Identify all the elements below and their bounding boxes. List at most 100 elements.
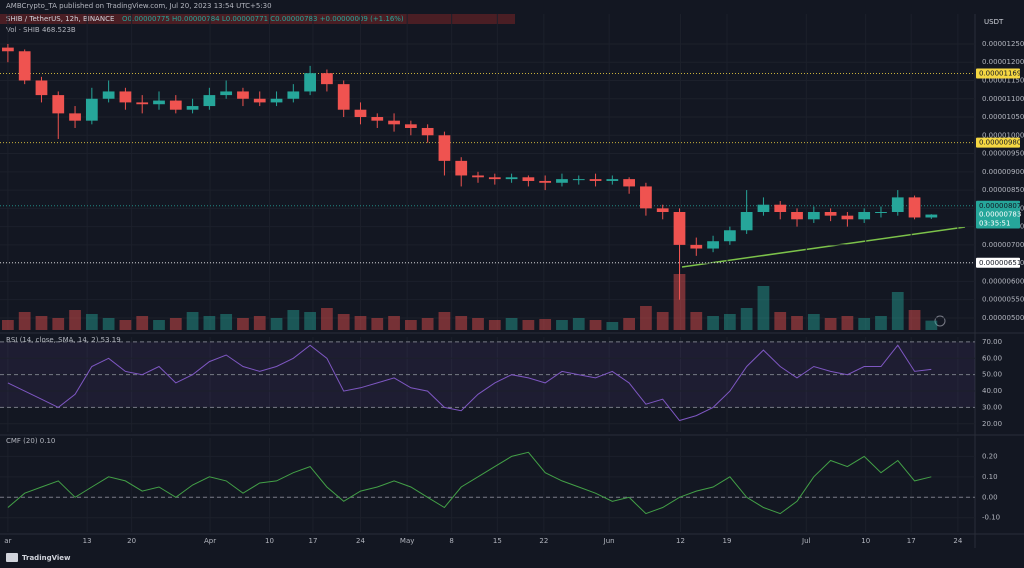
- candle-body: [371, 117, 384, 121]
- y-tick-label: 20.00: [982, 420, 1002, 428]
- candle-body: [85, 98, 98, 121]
- candle-body: [169, 100, 182, 110]
- indicator-title: CMF (20) 0.10: [6, 437, 55, 445]
- candle-body: [640, 186, 652, 209]
- x-tick-label: 10: [861, 537, 870, 545]
- volume-bar: [237, 318, 249, 330]
- volume-bar: [136, 316, 149, 330]
- ohlc: O0.00000775 H0.00000784 L0.00000771 C0.0…: [122, 15, 404, 23]
- candle-body: [102, 91, 115, 99]
- candle-body: [774, 204, 787, 213]
- candle-body: [723, 230, 736, 242]
- indicator-line: [7, 451, 932, 515]
- candle-body: [690, 244, 703, 249]
- y-tick-label: 0.00001200: [982, 58, 1024, 66]
- candle-body: [807, 212, 820, 220]
- volume-bar: [337, 314, 350, 330]
- volume-bar: [354, 316, 367, 330]
- x-tick-label: 8: [449, 537, 453, 545]
- volume-bar: [740, 308, 753, 330]
- y-tick-label: 0.00000500: [982, 314, 1024, 322]
- x-tick-label: Jun: [603, 537, 615, 545]
- y-tick-label: 60.00: [982, 354, 1002, 362]
- x-tick-label: 17: [309, 537, 318, 545]
- currency: USDT: [984, 18, 1004, 26]
- volume-bar: [35, 316, 48, 330]
- y-tick-label: 0.00001150: [982, 76, 1024, 84]
- candle-body: [505, 177, 518, 180]
- volume-bar: [421, 318, 434, 330]
- x-tick-label: 15: [493, 537, 502, 545]
- trend-line: [681, 226, 966, 268]
- price-label: 0.00000783: [979, 211, 1021, 219]
- candle-body: [119, 91, 132, 103]
- volume-bar: [791, 316, 803, 330]
- candle-body: [522, 177, 535, 181]
- volume-legend: Vol · SHIB 468.523B: [6, 26, 76, 34]
- x-tick-label: May: [400, 537, 414, 545]
- candle-body: [237, 91, 249, 99]
- volume-bar: [505, 318, 518, 330]
- volume-bar: [321, 308, 333, 330]
- candle-body: [589, 179, 602, 181]
- x-tick-label: 20: [127, 537, 136, 545]
- candle-body: [488, 177, 501, 180]
- volume-bar: [539, 319, 552, 330]
- tradingview-logo: [6, 553, 18, 562]
- x-tick-label: Apr: [204, 537, 216, 545]
- volume-bar: [925, 320, 938, 330]
- candle-body: [404, 124, 417, 128]
- candle-body: [253, 98, 266, 103]
- volume-bar: [723, 314, 736, 330]
- y-tick-label: 0.00: [982, 493, 998, 501]
- x-tick-label: 24: [356, 537, 365, 545]
- candle-body: [623, 179, 636, 187]
- y-tick-label: 0.00000550: [982, 296, 1024, 304]
- candle-body: [875, 212, 887, 214]
- x-tick-label: 19: [723, 537, 732, 545]
- candle-body: [337, 84, 350, 110]
- volume-bar: [85, 314, 98, 330]
- y-tick-label: 0.00001000: [982, 131, 1024, 139]
- volume-bar: [875, 316, 887, 330]
- volume-bar: [623, 318, 636, 330]
- y-tick-label: 0.00001250: [982, 40, 1024, 48]
- header-strip: [0, 14, 515, 24]
- y-tick-label: 30.00: [982, 403, 1002, 411]
- candle-body: [388, 120, 400, 125]
- volume-bar: [287, 310, 300, 330]
- x-tick-label: 10: [265, 537, 274, 545]
- candle-body: [2, 47, 14, 52]
- y-tick-label: 50.00: [982, 371, 1002, 379]
- candle-body: [556, 179, 568, 183]
- volume-bar: [102, 318, 115, 330]
- indicator-line: [7, 344, 932, 422]
- volume-bar: [438, 312, 451, 330]
- volume-bar: [220, 314, 233, 330]
- candle-body: [52, 95, 65, 114]
- price-label-box: [976, 200, 1020, 211]
- y-tick-label: 0.10: [982, 473, 998, 481]
- price-label: 0.00000980: [979, 139, 1021, 147]
- volume-bar: [656, 312, 669, 330]
- volume-bar: [203, 316, 216, 330]
- volume-bar: [908, 310, 921, 330]
- price-label-box: [976, 257, 1020, 268]
- volume-bar: [572, 318, 585, 330]
- volume-bar: [640, 306, 652, 330]
- candle-body: [304, 73, 316, 92]
- candle-body: [757, 204, 770, 213]
- candle-body: [707, 241, 719, 249]
- price-label: 0.00000651: [979, 259, 1021, 267]
- candle-body: [891, 197, 904, 213]
- y-tick-label: 0.00001100: [982, 95, 1024, 103]
- volume-bar: [169, 318, 182, 330]
- countdown: 03:35:51: [979, 220, 1010, 228]
- candle-body: [656, 208, 669, 213]
- y-tick-label: 40.00: [982, 387, 1002, 395]
- candle-body: [539, 180, 552, 183]
- volume-bar: [69, 310, 81, 330]
- replay-icon[interactable]: [934, 315, 946, 327]
